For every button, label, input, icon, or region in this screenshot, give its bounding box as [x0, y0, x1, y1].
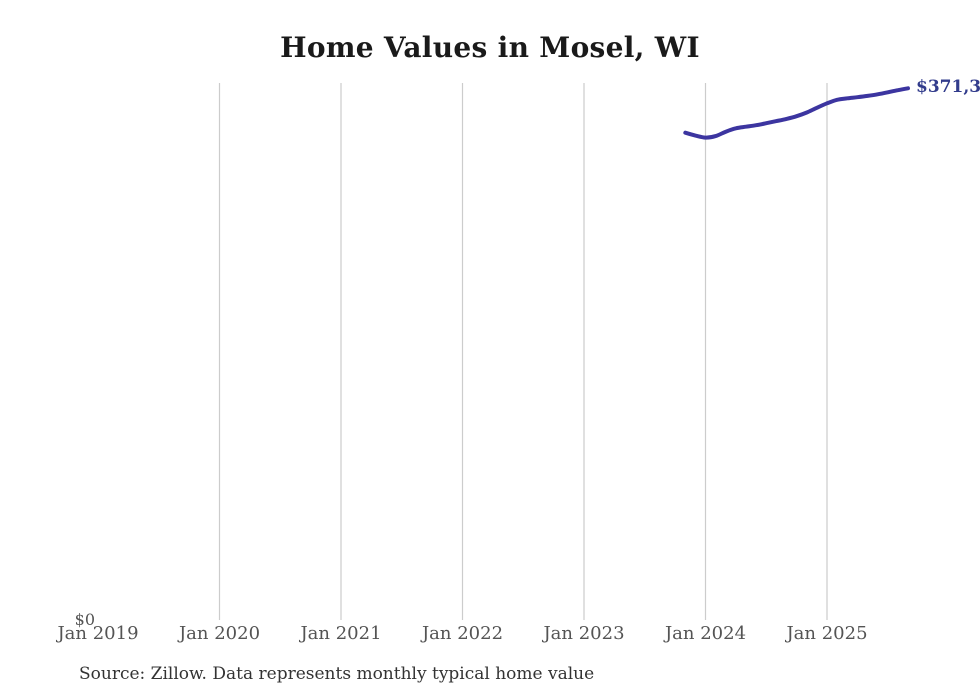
x-tick-label-2021: Jan 2021: [300, 623, 382, 644]
source-note: Source: Zillow. Data represents monthly …: [79, 664, 595, 684]
x-tick-label-2020: Jan 2020: [178, 623, 261, 644]
chart-title: Home Values in Mosel, WI: [280, 31, 700, 64]
x-tick-label-2025: Jan 2025: [786, 623, 868, 644]
x-tick-label-2019: Jan 2019: [57, 623, 139, 644]
x-tick-label-2022: Jan 2022: [421, 623, 504, 644]
home-value-line: [683, 86, 910, 140]
series-end-value-label: $371,322: [916, 77, 980, 98]
x-tick-label-2023: Jan 2023: [543, 623, 625, 644]
x-tick-label-2024: Jan 2024: [664, 623, 747, 644]
y-axis-zero-label: $0: [74, 610, 95, 629]
